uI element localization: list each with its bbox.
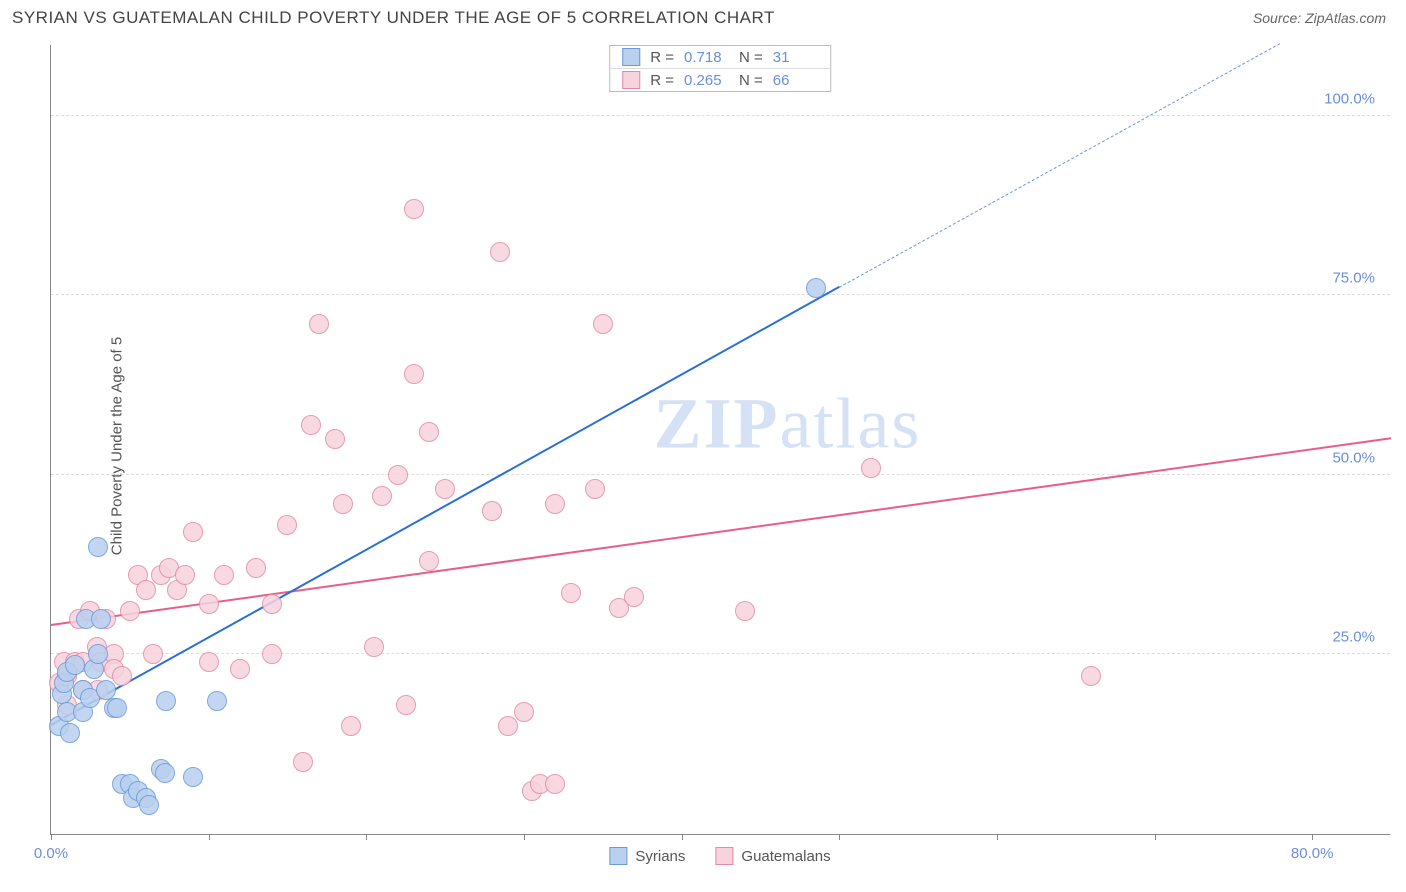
data-point-guatemalans <box>277 515 297 535</box>
data-point-guatemalans <box>861 458 881 478</box>
watermark: ZIPatlas <box>653 382 921 465</box>
data-point-guatemalans <box>120 601 140 621</box>
correlation-legend: R = 0.718 N = 31 R = 0.265 N = 66 <box>609 45 831 92</box>
data-point-syrians <box>139 795 159 815</box>
chart-title: SYRIAN VS GUATEMALAN CHILD POVERTY UNDER… <box>12 8 775 28</box>
data-point-syrians <box>156 691 176 711</box>
legend-item-syrians: Syrians <box>609 847 685 865</box>
y-tick-label: 75.0% <box>1332 270 1375 287</box>
series-legend: Syrians Guatemalans <box>609 847 830 865</box>
data-point-guatemalans <box>404 199 424 219</box>
data-point-guatemalans <box>1081 666 1101 686</box>
swatch-guatemalans <box>715 847 733 865</box>
data-point-syrians <box>183 767 203 787</box>
data-point-guatemalans <box>309 314 329 334</box>
scatter-plot: ZIPatlas 25.0%50.0%75.0%100.0%0.0%80.0% … <box>50 45 1390 835</box>
data-point-guatemalans <box>561 583 581 603</box>
data-point-syrians <box>806 278 826 298</box>
data-point-guatemalans <box>396 695 416 715</box>
data-point-syrians <box>88 644 108 664</box>
data-point-guatemalans <box>325 429 345 449</box>
data-point-guatemalans <box>514 702 534 722</box>
legend-row-syrians: R = 0.718 N = 31 <box>610 46 830 68</box>
data-point-guatemalans <box>301 415 321 435</box>
data-point-guatemalans <box>136 580 156 600</box>
data-point-guatemalans <box>593 314 613 334</box>
data-point-guatemalans <box>262 594 282 614</box>
x-tick-label: 80.0% <box>1291 845 1334 862</box>
data-point-guatemalans <box>143 644 163 664</box>
swatch-guatemalans <box>622 71 640 89</box>
data-point-guatemalans <box>183 522 203 542</box>
data-point-guatemalans <box>112 666 132 686</box>
data-point-guatemalans <box>333 494 353 514</box>
data-point-guatemalans <box>341 716 361 736</box>
data-point-guatemalans <box>490 242 510 262</box>
swatch-syrians <box>622 48 640 66</box>
data-point-guatemalans <box>262 644 282 664</box>
data-point-guatemalans <box>419 551 439 571</box>
legend-row-guatemalans: R = 0.265 N = 66 <box>610 68 830 91</box>
data-point-guatemalans <box>230 659 250 679</box>
data-point-guatemalans <box>419 422 439 442</box>
legend-item-guatemalans: Guatemalans <box>715 847 830 865</box>
y-tick-label: 100.0% <box>1324 90 1375 107</box>
data-point-syrians <box>91 609 111 629</box>
data-point-guatemalans <box>735 601 755 621</box>
data-point-guatemalans <box>372 486 392 506</box>
data-point-guatemalans <box>435 479 455 499</box>
data-point-guatemalans <box>404 364 424 384</box>
data-point-syrians <box>155 763 175 783</box>
data-point-guatemalans <box>364 637 384 657</box>
data-point-guatemalans <box>545 494 565 514</box>
swatch-syrians <box>609 847 627 865</box>
data-point-syrians <box>107 698 127 718</box>
data-point-syrians <box>60 723 80 743</box>
x-tick-label: 0.0% <box>34 845 68 862</box>
data-point-guatemalans <box>199 594 219 614</box>
data-point-guatemalans <box>388 465 408 485</box>
data-point-syrians <box>88 537 108 557</box>
data-point-guatemalans <box>199 652 219 672</box>
data-point-guatemalans <box>585 479 605 499</box>
data-point-guatemalans <box>175 565 195 585</box>
data-point-guatemalans <box>545 774 565 794</box>
data-point-guatemalans <box>246 558 266 578</box>
data-point-guatemalans <box>624 587 644 607</box>
data-point-syrians <box>65 655 85 675</box>
data-point-guatemalans <box>498 716 518 736</box>
data-point-guatemalans <box>482 501 502 521</box>
data-point-syrians <box>207 691 227 711</box>
data-point-guatemalans <box>293 752 313 772</box>
plot-area: ZIPatlas 25.0%50.0%75.0%100.0%0.0%80.0% <box>50 45 1390 835</box>
source-citation: Source: ZipAtlas.com <box>1253 10 1386 26</box>
data-point-guatemalans <box>214 565 234 585</box>
y-tick-label: 25.0% <box>1332 629 1375 646</box>
y-tick-label: 50.0% <box>1332 449 1375 466</box>
